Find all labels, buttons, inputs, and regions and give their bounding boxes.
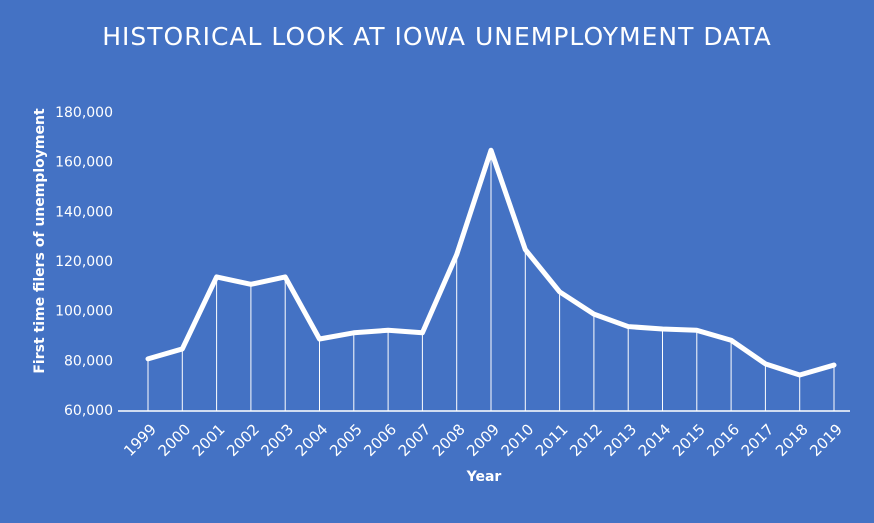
x-axis-title: Year — [466, 469, 502, 485]
x-tick-label: 1999 — [120, 420, 160, 460]
x-tick-label: 2019 — [806, 420, 846, 460]
data-line — [145, 147, 837, 378]
y-tick-label: 60,000 — [64, 403, 113, 419]
y-tick-label: 180,000 — [55, 105, 113, 121]
y-tick-label: 140,000 — [55, 204, 113, 220]
x-tick-label: 2016 — [703, 420, 743, 460]
x-tick-label: 2001 — [189, 420, 229, 460]
x-tick-label: 2013 — [600, 420, 640, 460]
y-tick-label: 100,000 — [55, 304, 113, 320]
x-tick-label: 2014 — [635, 420, 675, 460]
x-tick-label: 2011 — [532, 420, 572, 460]
x-tick-label: 2012 — [566, 420, 606, 460]
x-tick-label: 2017 — [738, 420, 778, 460]
x-tick-label: 2009 — [463, 420, 503, 460]
y-tick-label: 160,000 — [55, 155, 113, 171]
y-axis-title: First time filers of unemployment — [32, 108, 48, 374]
x-tick-label: 2004 — [292, 420, 332, 460]
x-tick-label: 2018 — [772, 420, 812, 460]
chart-title: HISTORICAL LOOK AT IOWA UNEMPLOYMENT DAT… — [102, 22, 772, 51]
x-tick-label: 2006 — [360, 420, 400, 460]
x-tick-label: 2000 — [155, 420, 195, 460]
x-tick-label: 2007 — [395, 420, 435, 460]
x-tick-label: 2015 — [669, 420, 709, 460]
x-tick-label: 2010 — [498, 420, 538, 460]
x-tick-label: 2003 — [257, 420, 297, 460]
x-tick-label: 2005 — [326, 420, 366, 460]
x-tick-label: 2002 — [223, 420, 263, 460]
y-tick-label: 80,000 — [64, 353, 113, 369]
x-tick-label: 2008 — [429, 420, 469, 460]
y-tick-label: 120,000 — [55, 254, 113, 270]
